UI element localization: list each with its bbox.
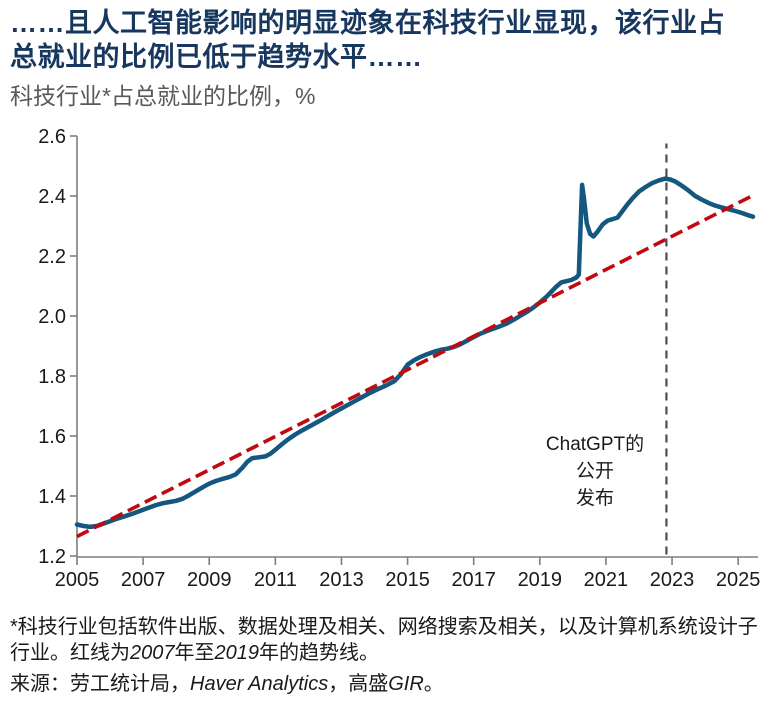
y-tick-label: 2.4 [38, 186, 66, 208]
annotation-line: 发布 [576, 487, 614, 509]
x-tick-label: 2025 [716, 569, 761, 591]
chatgpt-annotation: ChatGPT的公开发布 [546, 433, 644, 509]
chart-subtitle: 科技行业*占总就业的比例，% [10, 83, 316, 109]
text-segment: GIR [388, 673, 424, 695]
y-tick-label: 1.2 [38, 546, 66, 568]
y-axis-ticks: 1.2 1.4 1.6 1.8 2.0 2.2 2.4 2.6 [38, 126, 77, 568]
x-tick-label: 2017 [451, 569, 496, 591]
text-segment: 年的趋势线。 [259, 642, 379, 664]
x-tick-label: 2005 [55, 569, 100, 591]
text-segment: 。 [423, 673, 444, 695]
page-title-line-2: 总就业的比例已低于趋势水平…… [10, 42, 423, 72]
annotation-line: 公开 [576, 461, 614, 482]
x-tick-label: 2015 [385, 569, 430, 591]
text-segment: 2019 [214, 642, 260, 664]
text-segment: ，高盛 [328, 673, 389, 695]
chart-area: 1.2 1.4 1.6 1.8 2.0 2.2 2.4 2.6 2005 2007 2009 201… [0, 111, 777, 608]
x-axis-ticks: 2005 2007 2009 2011 2013 2015 2017 2019 2021 2023… [55, 557, 761, 591]
text-segment: Haver Analytics [190, 673, 329, 695]
y-tick-label: 1.8 [38, 366, 66, 388]
annotation-line: ChatGPT的 [546, 433, 644, 455]
source-line: 来源：劳工统计局，Haver Analytics，高盛GIR。 [10, 671, 763, 697]
text-segment: 来源：劳工统计局， [10, 673, 190, 695]
employment-share-line-chart: 1.2 1.4 1.6 1.8 2.0 2.2 2.4 2.6 2005 2007 2009 201… [38, 126, 761, 591]
page-title-line-1: ……且人工智能影响的明显迹象在科技行业显现，该行业占 [10, 8, 725, 38]
tech-employment-share-line [74, 176, 756, 530]
y-tick-label: 1.4 [38, 486, 66, 508]
x-tick-label: 2011 [254, 569, 297, 591]
footnote: *科技行业包括软件出版、数据处理及相关、网络搜索及相关，以及计算机系统设计子行业… [10, 614, 763, 666]
x-tick-label: 2009 [187, 569, 232, 591]
x-tick-label: 2013 [319, 569, 364, 591]
text-segment: *科技行业包括软件出版、数据处理及相关、网络搜索及相关，以及计算机系统设计子行业… [10, 616, 758, 664]
y-tick-label: 1.6 [38, 426, 66, 448]
trend-line [76, 193, 754, 539]
y-tick-label: 2.0 [38, 306, 66, 328]
chart-footer: *科技行业包括软件出版、数据处理及相关、网络搜索及相关，以及计算机系统设计子行业… [0, 608, 777, 697]
x-tick-label: 2019 [518, 569, 563, 591]
text-segment: 年至 [174, 642, 215, 664]
text-segment: 2007 [130, 642, 175, 664]
y-tick-label: 2.6 [38, 126, 66, 148]
x-tick-label: 2021 [584, 569, 629, 591]
x-tick-label: 2023 [650, 569, 695, 591]
x-tick-label: 2007 [121, 569, 166, 591]
page-title: ……且人工智能影响的明显迹象在科技行业显现，该行业占 总就业的比例已低于趋势水平… [0, 0, 777, 74]
y-tick-label: 2.2 [38, 246, 66, 268]
